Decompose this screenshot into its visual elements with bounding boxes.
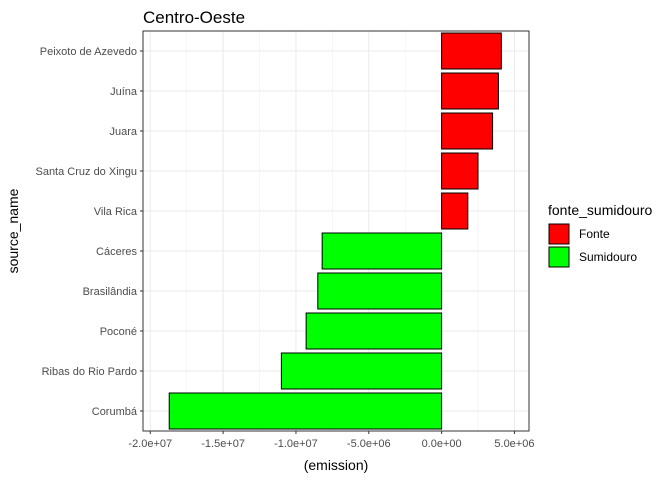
legend-title: fonte_sumidouro <box>548 202 653 218</box>
bar <box>441 192 469 230</box>
bar <box>168 392 443 430</box>
y-tick-label: Vila Rica <box>94 206 138 218</box>
x-tick-label: 0.0e+00 <box>422 438 462 450</box>
x-tick-label: -5.0e+06 <box>347 438 391 450</box>
legend: fonte_sumidouro Fonte Sumidouro <box>548 202 653 268</box>
bar <box>305 312 443 350</box>
y-tick-label: Poconé <box>100 326 137 338</box>
y-tick-label: Juara <box>109 126 137 138</box>
x-tick-label: 5.0e+06 <box>494 438 534 450</box>
legend-swatch <box>548 223 570 245</box>
bar <box>280 352 443 390</box>
bar <box>317 272 443 310</box>
x-tick-label: -2.0e+07 <box>128 438 172 450</box>
bar <box>441 112 494 150</box>
y-tick-label: Corumbá <box>92 406 138 418</box>
bar <box>441 32 502 70</box>
y-tick-label: Brasilândia <box>83 286 138 298</box>
chart-title: Centro-Oeste <box>143 8 245 27</box>
legend-entries: Fonte Sumidouro <box>548 223 637 268</box>
y-tick-label: Ribas do Rio Pardo <box>42 366 137 378</box>
x-axis-title: (emission) <box>304 457 369 473</box>
bar <box>441 152 479 190</box>
bar <box>321 232 443 270</box>
y-tick-label: Cáceres <box>96 246 137 258</box>
y-tick-label: Santa Cruz do Xingu <box>35 166 137 178</box>
legend-swatch <box>548 246 570 268</box>
legend-label: Fonte <box>579 227 610 241</box>
x-tick-label: -1.5e+07 <box>201 438 245 450</box>
y-tick-label: Juína <box>110 86 138 98</box>
x-tick-label: -1.0e+07 <box>274 438 318 450</box>
bar <box>441 72 499 110</box>
panel-border <box>142 30 530 432</box>
bars <box>168 32 502 430</box>
y-tick-label: Peixoto de Azevedo <box>40 46 137 58</box>
y-axis-title: source_name <box>5 188 21 273</box>
axis-ticks: Peixoto de Azevedo Juína Juara Santa Cruz d… <box>35 46 534 450</box>
legend-label: Sumidouro <box>579 250 637 264</box>
